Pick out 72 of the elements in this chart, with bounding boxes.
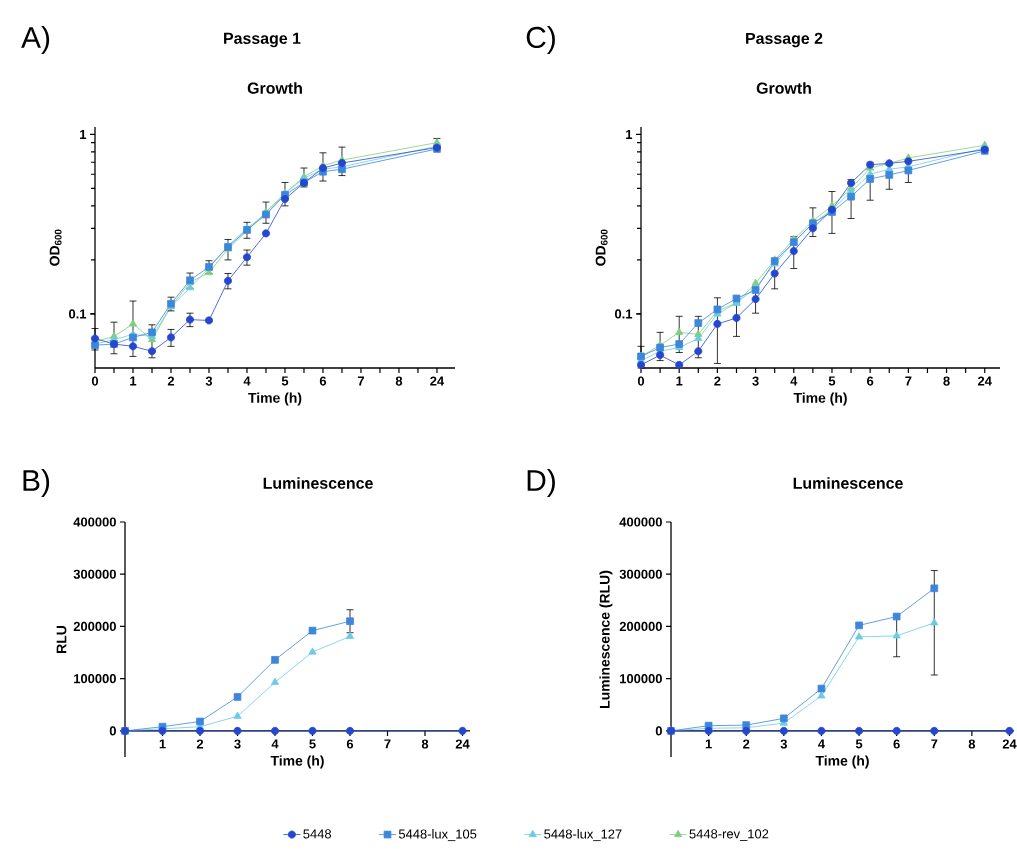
x-tick-label: 1 [130, 376, 137, 386]
x-tick-label: 7 [931, 739, 938, 749]
x-tick-label: 24 [1002, 739, 1017, 749]
x-tick-label: 3 [780, 739, 787, 749]
x-tick-label: 4 [818, 739, 825, 749]
x-tick-label: 6 [893, 739, 900, 749]
x-tick-label: 4 [790, 376, 798, 386]
x-tick-label: 4 [271, 739, 279, 749]
x-tick-label: 1 [676, 376, 683, 386]
x-axis-title: Time (h) [248, 392, 302, 406]
legend-label: 5448 [303, 829, 332, 839]
x-tick-label: 6 [867, 376, 874, 386]
x-tick-label: 1 [705, 739, 712, 749]
x-tick-label: 24 [977, 376, 992, 386]
chart-title: Luminescence [263, 477, 373, 489]
x-tick-label: 3 [752, 376, 759, 386]
x-tick-label: 3 [205, 376, 213, 386]
y-tick-label: 400000 [619, 517, 662, 527]
y-tick-label: 0 [109, 726, 116, 736]
y-tick-label: 0 [655, 726, 662, 736]
text: C) [526, 26, 555, 54]
x-axis-title: Time (h) [270, 755, 324, 769]
y-axis-title: Luminescence (RLU) [599, 570, 613, 708]
x-tick-label: 4 [243, 376, 251, 386]
x-tick-label: 8 [943, 376, 950, 386]
y-tick-label: 100000 [620, 674, 662, 684]
y-tick-label: 400000 [73, 517, 116, 527]
legend-label: 5448-lux_127 [544, 829, 622, 842]
chart-title: Luminescence [793, 477, 903, 489]
x-tick-label: 7 [357, 376, 365, 386]
x-tick-label: 5 [281, 376, 289, 386]
y-tick-label: 200000 [73, 621, 116, 632]
x-tick-label: 8 [395, 376, 403, 386]
y-tick-label: 300000 [73, 569, 116, 579]
x-tick-label: 24 [455, 739, 470, 749]
y-axis-title: OD$_{600}$ [49, 229, 62, 266]
x-tick-label: 24 [430, 376, 445, 386]
x-tick-label: 8 [421, 739, 429, 749]
y-tick-label: 200000 [619, 621, 662, 632]
x-tick-label: 5 [828, 376, 836, 386]
chart-subtitle: Growth [756, 82, 811, 94]
y-tick-label: 300000 [619, 569, 662, 579]
x-tick-label: 1 [159, 739, 166, 749]
x-tick-label: 5 [855, 739, 863, 749]
x-tick-label: 2 [167, 376, 175, 386]
x-tick-label: 8 [968, 739, 976, 749]
x-tick-label: 2 [714, 376, 721, 386]
legend-label: 5448-lux_105 [398, 829, 477, 842]
y-axis-title: OD$_{600}$ [595, 229, 608, 266]
y-tick-label: 0.1 [68, 309, 87, 319]
y-tick-label: 0.1 [615, 309, 633, 319]
x-tick-label: 6 [319, 376, 327, 386]
text: A) [21, 26, 50, 54]
x-axis-title: Time (h) [793, 392, 847, 406]
x-tick-label: 2 [743, 739, 750, 749]
chart-subtitle: Growth [247, 82, 302, 94]
chart-title: Passage 1 [224, 32, 301, 48]
x-tick-label: 7 [384, 739, 391, 749]
y-tick-label: 100000 [74, 674, 116, 684]
text: D) [527, 469, 555, 497]
x-axis-title: Time (h) [815, 755, 869, 769]
y-tick-label: 1 [80, 129, 87, 139]
text: B) [23, 469, 50, 497]
x-tick-label: 2 [196, 739, 204, 749]
y-tick-label: 1 [626, 129, 633, 139]
chart-title: Passage 2 [746, 32, 823, 48]
x-tick-label: 5 [309, 739, 316, 749]
x-tick-label: 7 [905, 376, 912, 386]
x-tick-label: 6 [346, 739, 354, 749]
x-tick-label: 3 [234, 739, 241, 749]
y-axis-title: RLU [56, 626, 67, 653]
legend-label: 5448-rev_102 [689, 829, 769, 841]
